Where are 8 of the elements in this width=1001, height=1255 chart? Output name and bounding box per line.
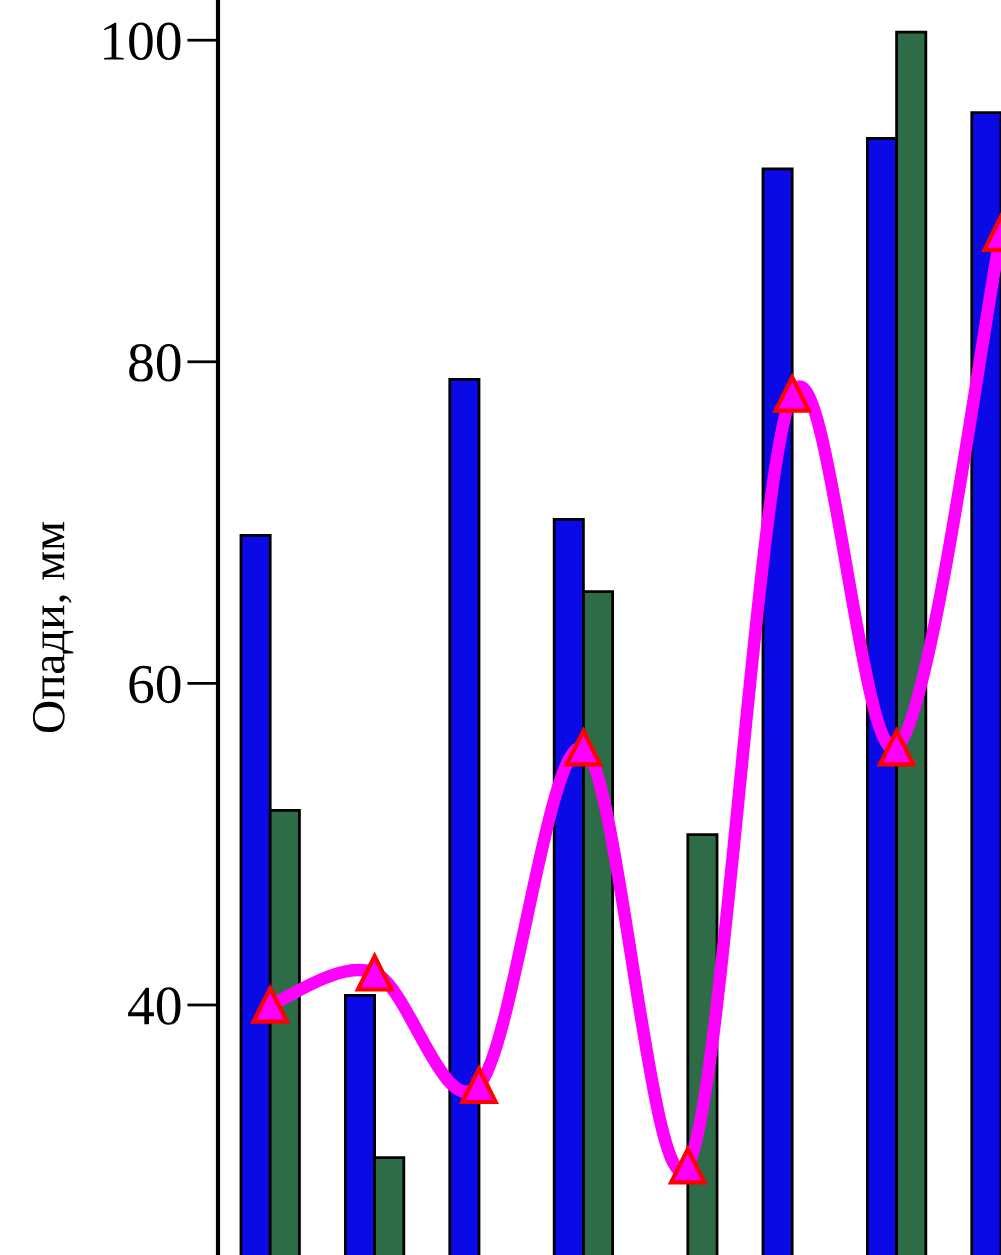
point <box>876 726 917 767</box>
y-tick-label: 100 <box>104 22 181 61</box>
point <box>459 1064 499 1105</box>
y-axis-title: Опади, мм <box>32 522 74 733</box>
y-tick-label: 40 <box>128 987 181 1025</box>
point <box>563 726 604 767</box>
y-tick-label: 60 <box>129 665 181 704</box>
y-tick-label: 80 <box>129 344 181 382</box>
